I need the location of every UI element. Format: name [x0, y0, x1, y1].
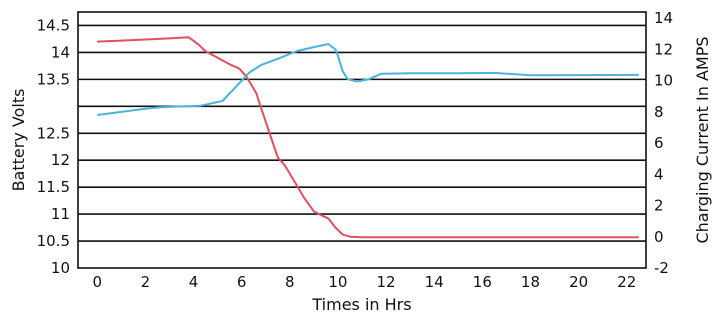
- y2-tick-label: 14: [654, 9, 673, 27]
- x-tick-label: 8: [285, 273, 295, 291]
- x-tick-label: 12: [377, 273, 396, 291]
- x-axis-label: Times in Hrs: [311, 295, 411, 314]
- x-tick-label: 4: [189, 273, 199, 291]
- y2-tick-label: 4: [654, 165, 664, 183]
- y2-tick-label: 2: [654, 197, 664, 215]
- series-layer: [97, 36, 639, 239]
- y2-tick-label: 0: [654, 228, 664, 246]
- y2-tick-label: 12: [654, 40, 673, 58]
- voltage-series-line: [97, 36, 639, 239]
- y-tick-label: 14.5: [37, 16, 70, 34]
- y-tick-label: 12.5: [37, 124, 70, 142]
- grid-lines: [78, 24, 646, 242]
- x-tick-label: 20: [569, 273, 588, 291]
- x-tick-labels: 0 2 4 6 8 10 12 14 16 18 20 22: [92, 273, 636, 291]
- x-tick-label: 14: [425, 273, 444, 291]
- current-series-line: [97, 43, 639, 116]
- y2-tick-label: -2: [654, 259, 669, 277]
- y-tick-label: 10: [51, 259, 70, 277]
- y2-tick-label: 10: [654, 72, 673, 90]
- x-tick-label: 22: [617, 273, 636, 291]
- y-tick-label: 12: [51, 151, 70, 169]
- y-tick-label: 10.5: [37, 232, 70, 250]
- y-tick-label: 14: [51, 43, 70, 61]
- x-tick-label: 2: [141, 273, 151, 291]
- x-tick-label: 16: [473, 273, 492, 291]
- plot-frame: [77, 11, 647, 269]
- x-tick-label: 0: [92, 273, 102, 291]
- y-tick-label: 11.5: [37, 178, 70, 196]
- y2-tick-label: 6: [654, 134, 664, 152]
- y-tick-label: 13.5: [37, 70, 70, 88]
- y-tick-labels: 10 10.5 11 11.5 12 12.5 13.5 14 14.5: [37, 16, 70, 277]
- y2-axis-label: Charging Current In AMPS: [693, 36, 712, 243]
- x-tick-label: 6: [237, 273, 247, 291]
- y2-tick-label: 8: [654, 103, 664, 121]
- y2-tick-labels: -2 0 2 4 6 8 10 12 14: [654, 9, 673, 277]
- x-tick-label: 18: [521, 273, 540, 291]
- y-axis-label: Battery Volts: [9, 89, 28, 192]
- x-tick-label: 10: [328, 273, 347, 291]
- y-tick-label: 11: [51, 205, 70, 223]
